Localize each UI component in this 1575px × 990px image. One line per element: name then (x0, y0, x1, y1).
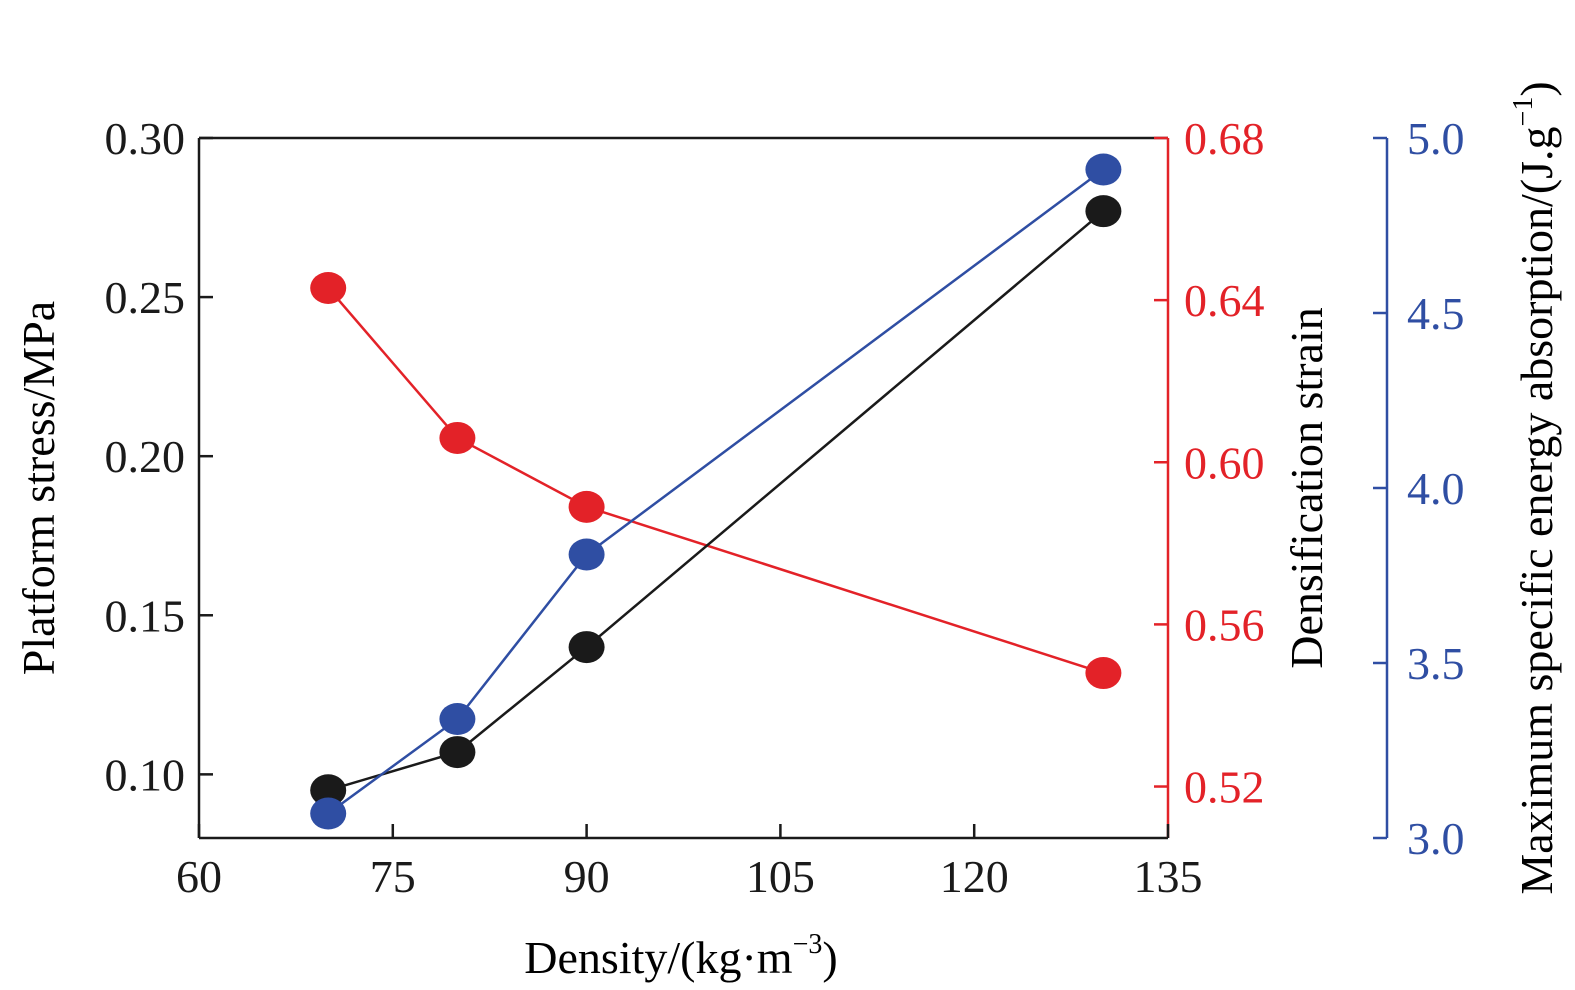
platform-stress-series-point (310, 774, 347, 807)
x-tick-label: 135 (1134, 851, 1203, 902)
y-left-tick-label: 0.30 (105, 113, 186, 164)
densification-strain-series-point (1085, 657, 1122, 690)
energy-absorption-series-line (327, 168, 1105, 815)
densification-strain-series-point (568, 490, 605, 523)
y-right-red-tick-label: 0.56 (1184, 599, 1265, 650)
platform-stress-series-point (439, 736, 476, 769)
energy-absorption-series-point (1085, 153, 1122, 186)
y-axis-right-red-title: Densification strain (1281, 307, 1332, 669)
densification-strain-series-point (439, 421, 476, 454)
y-left-tick-label: 0.15 (105, 590, 186, 641)
y-right-blue-tick-label: 4.0 (1407, 463, 1465, 514)
y-right-red-tick-label: 0.64 (1184, 275, 1265, 326)
y-right-red-tick-label: 0.52 (1184, 762, 1265, 813)
y-right-blue-tick-label: 4.5 (1407, 288, 1465, 339)
series-layer (310, 153, 1122, 830)
densification-strain-series-line (327, 287, 1104, 675)
x-tick-label: 90 (564, 851, 610, 902)
x-tick-label: 120 (940, 851, 1009, 902)
energy-absorption-series-point (310, 797, 347, 830)
y-left-tick-label: 0.20 (105, 431, 186, 482)
energy-absorption-series-point (439, 703, 476, 735)
y-right-red-tick-label: 0.68 (1184, 113, 1265, 164)
y-axis-right-blue-title: Maximum specific energy absorption/(J.g−… (1508, 81, 1562, 894)
axes-layer: 60 75 90 105 120 135 0.10 0.15 0.20 0.25 0.30 0.52 0… (105, 113, 1465, 902)
y-axis-left-title: Platform stress/MPa (13, 301, 64, 675)
platform-stress-series-line (327, 210, 1105, 792)
y-right-blue-tick-label: 5.0 (1407, 113, 1465, 164)
x-axis-title: Density/(kg·m−3) (524, 929, 837, 983)
platform-stress-series-point (1085, 195, 1122, 228)
y-left-tick-label: 0.25 (105, 272, 186, 323)
x-tick-label: 60 (176, 851, 222, 902)
x-tick-label: 105 (746, 851, 815, 902)
platform-stress-series-point (568, 631, 605, 664)
x-tick-label: 75 (370, 851, 416, 902)
y-right-red-tick-label: 0.60 (1184, 437, 1265, 488)
densification-strain-series-point (310, 271, 347, 304)
y-left-tick-label: 0.10 (105, 749, 186, 800)
y-right-blue-tick-label: 3.0 (1407, 813, 1465, 864)
energy-absorption-series-point (568, 538, 605, 571)
y-right-blue-tick-label: 3.5 (1407, 638, 1465, 689)
